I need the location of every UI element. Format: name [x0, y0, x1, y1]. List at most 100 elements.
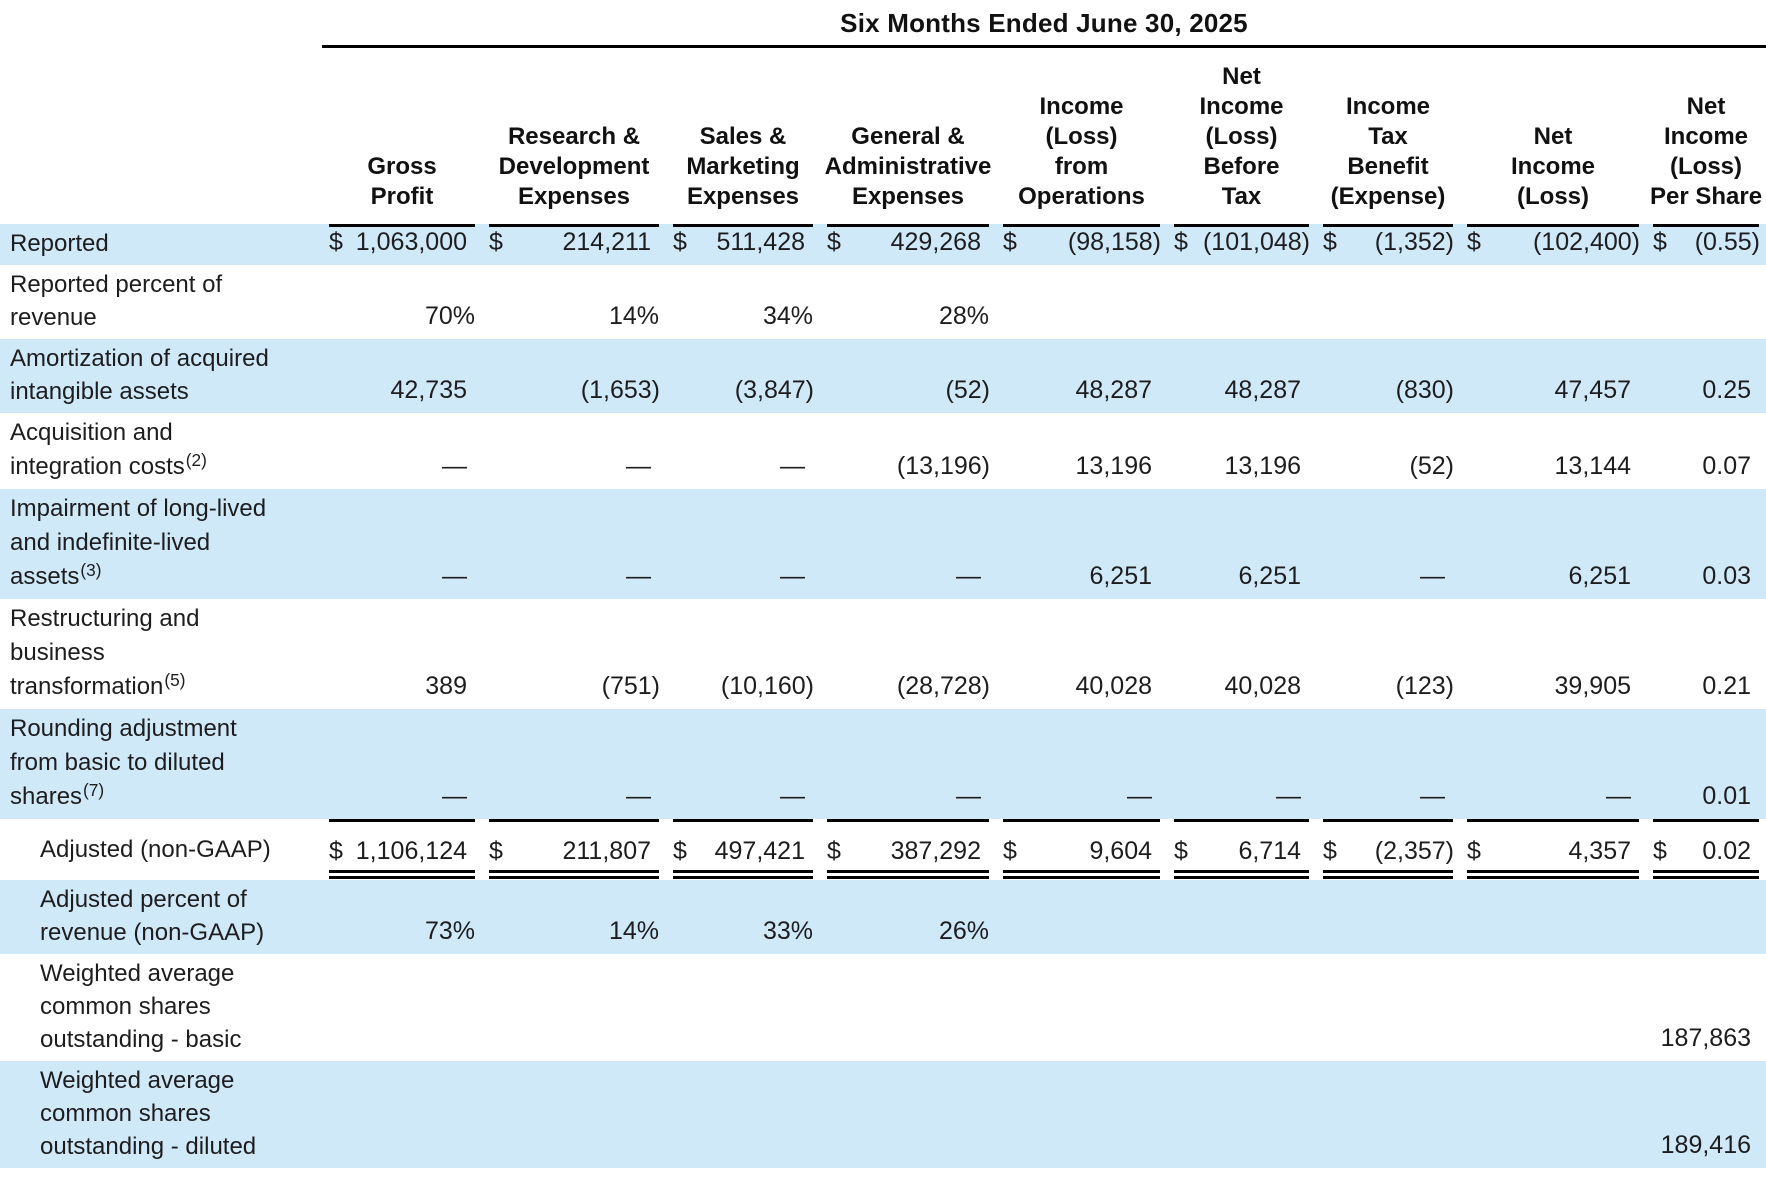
non-gaap-reconciliation-table: Six Months Ended June 30, 2025 Gross Pro…	[0, 0, 1766, 1168]
cell-value: —	[322, 489, 482, 599]
table-row: Reported $1,063,000 $214,211 $511,428 $429,2…	[0, 224, 1766, 265]
cell-value: 0.03	[1646, 489, 1766, 599]
table-row: Adjusted percent of revenue (non-GAAP) 73…	[0, 880, 1766, 954]
cell-value: 26%	[820, 880, 996, 954]
cell-value	[996, 954, 1167, 1061]
row-label: Reported	[0, 224, 322, 265]
dollar-sign: $	[827, 837, 841, 865]
cell-value: $ (0.55)	[1646, 224, 1766, 265]
dollar-sign: $	[489, 228, 503, 256]
cell-value: 13,196	[1224, 452, 1301, 480]
cell-value: $0.02	[1646, 819, 1766, 880]
cell-value: 40,028	[1224, 672, 1301, 700]
dollar-sign: $	[329, 228, 343, 256]
table-row: Impairment of long-lived and indefinite-…	[0, 489, 1766, 599]
table-body: Reported $1,063,000 $214,211 $511,428 $429,2…	[0, 224, 1766, 1168]
cell-value: $1,106,124	[322, 819, 482, 880]
cell-value: (751)	[601, 672, 660, 700]
cell-value: 42,735	[322, 339, 482, 413]
table-row: Weighted average common shares outstandi…	[0, 954, 1766, 1061]
dollar-sign: $	[1003, 228, 1017, 256]
cell-value: $429,268	[820, 224, 996, 265]
cell-value: $497,421	[666, 819, 820, 880]
cell-value	[820, 1061, 996, 1168]
column-header-income-tax-benefit: Income Tax Benefit (Expense)	[1330, 93, 1446, 210]
period-title-row: Six Months Ended June 30, 2025	[0, 0, 1766, 48]
cell-value	[1167, 880, 1316, 954]
footnote-ref: (5)	[164, 670, 186, 691]
dollar-sign: $	[1174, 837, 1188, 865]
cell-value: $9,604	[996, 819, 1167, 880]
cell-value: 0.07	[1702, 452, 1752, 480]
row-label: Acquisition and integration costs(2)	[10, 419, 207, 480]
dollar-sign: $	[1653, 837, 1667, 865]
cell-value: $211,807	[482, 819, 666, 880]
cell-value: 14%	[608, 302, 659, 330]
cell-value	[996, 1061, 1167, 1168]
cell-value: $4,357	[1460, 819, 1646, 880]
dollar-sign: $	[329, 837, 343, 865]
cell-value: —	[626, 452, 651, 480]
dollar-sign: $	[1323, 228, 1337, 256]
row-label: Weighted average common shares outstandi…	[0, 1061, 322, 1168]
cell-value: 39,905	[1554, 672, 1631, 700]
cell-value: $ (98,158)	[996, 224, 1167, 265]
row-label: Reported percent of revenue	[10, 271, 223, 331]
dollar-sign: $	[1467, 228, 1481, 256]
cell-value: —	[666, 709, 820, 819]
cell-value: —	[996, 709, 1167, 819]
cell-value: $ (101,048)	[1167, 224, 1316, 265]
row-label: Adjusted (non-GAAP)	[40, 836, 271, 863]
cell-value: (52)	[1409, 452, 1454, 480]
footnote-ref: (2)	[185, 450, 207, 471]
cell-value	[1646, 880, 1766, 954]
cell-value: $214,211	[482, 224, 666, 265]
cell-value	[666, 1061, 820, 1168]
table-row: Weighted average common shares outstandi…	[0, 1061, 1766, 1168]
cell-value: $6,714	[1167, 819, 1316, 880]
dollar-sign: $	[1323, 837, 1337, 865]
cell-value	[1316, 880, 1460, 954]
column-header-gross-profit: Gross Profit	[367, 153, 437, 210]
table-row: Restructuring and business transformatio…	[0, 599, 1766, 709]
table-row: Amortization of acquired intangible asse…	[0, 339, 1766, 413]
row-label: Weighted average common shares outstandi…	[40, 960, 242, 1053]
cell-value: $ (1,352)	[1316, 224, 1460, 265]
cell-value: 6,251	[1167, 489, 1316, 599]
dollar-sign: $	[1003, 837, 1017, 865]
cell-value: 48,287	[1167, 339, 1316, 413]
footnote-ref: (3)	[80, 560, 102, 581]
cell-value: 6,251	[996, 489, 1167, 599]
cell-value: 14%	[482, 880, 666, 954]
cell-value	[1167, 265, 1316, 339]
column-header-sm-expenses: Sales & Marketing Expenses	[686, 123, 800, 210]
dollar-sign: $	[1467, 837, 1481, 865]
table-row: Reported percent of revenue 70% 14% 34% 28%	[0, 265, 1766, 339]
column-header-income-before-tax: Net Income (Loss) Before Tax	[1199, 63, 1284, 210]
dollar-sign: $	[673, 228, 687, 256]
cell-value: 189,416	[1646, 1061, 1766, 1168]
cell-value: 13,196	[1075, 452, 1152, 480]
cell-value: (123)	[1395, 672, 1454, 700]
table-row: Acquisition and integration costs(2) — — — (…	[0, 413, 1766, 489]
row-label: Rounding adjustment from basic to dilute…	[0, 709, 322, 819]
cell-value: —	[482, 709, 666, 819]
cell-value	[1316, 1061, 1460, 1168]
dollar-sign: $	[827, 228, 841, 256]
cell-value	[1460, 265, 1646, 339]
row-label: Impairment of long-lived and indefinite-…	[0, 489, 322, 599]
cell-value: $ (2,357)	[1316, 819, 1460, 880]
cell-value	[1167, 954, 1316, 1061]
cell-value	[1460, 880, 1646, 954]
table-row: Adjusted (non-GAAP) $1,106,124 $211,807 $49…	[0, 819, 1766, 880]
cell-value: 40,028	[1075, 672, 1152, 700]
cell-value: —	[666, 489, 820, 599]
cell-value: —	[442, 452, 467, 480]
dollar-sign: $	[673, 837, 687, 865]
cell-value	[1316, 954, 1460, 1061]
cell-value: 73%	[322, 880, 482, 954]
cell-value	[1167, 1061, 1316, 1168]
cell-value: 13,144	[1554, 452, 1631, 480]
cell-value: —	[1167, 709, 1316, 819]
cell-value	[666, 954, 820, 1061]
